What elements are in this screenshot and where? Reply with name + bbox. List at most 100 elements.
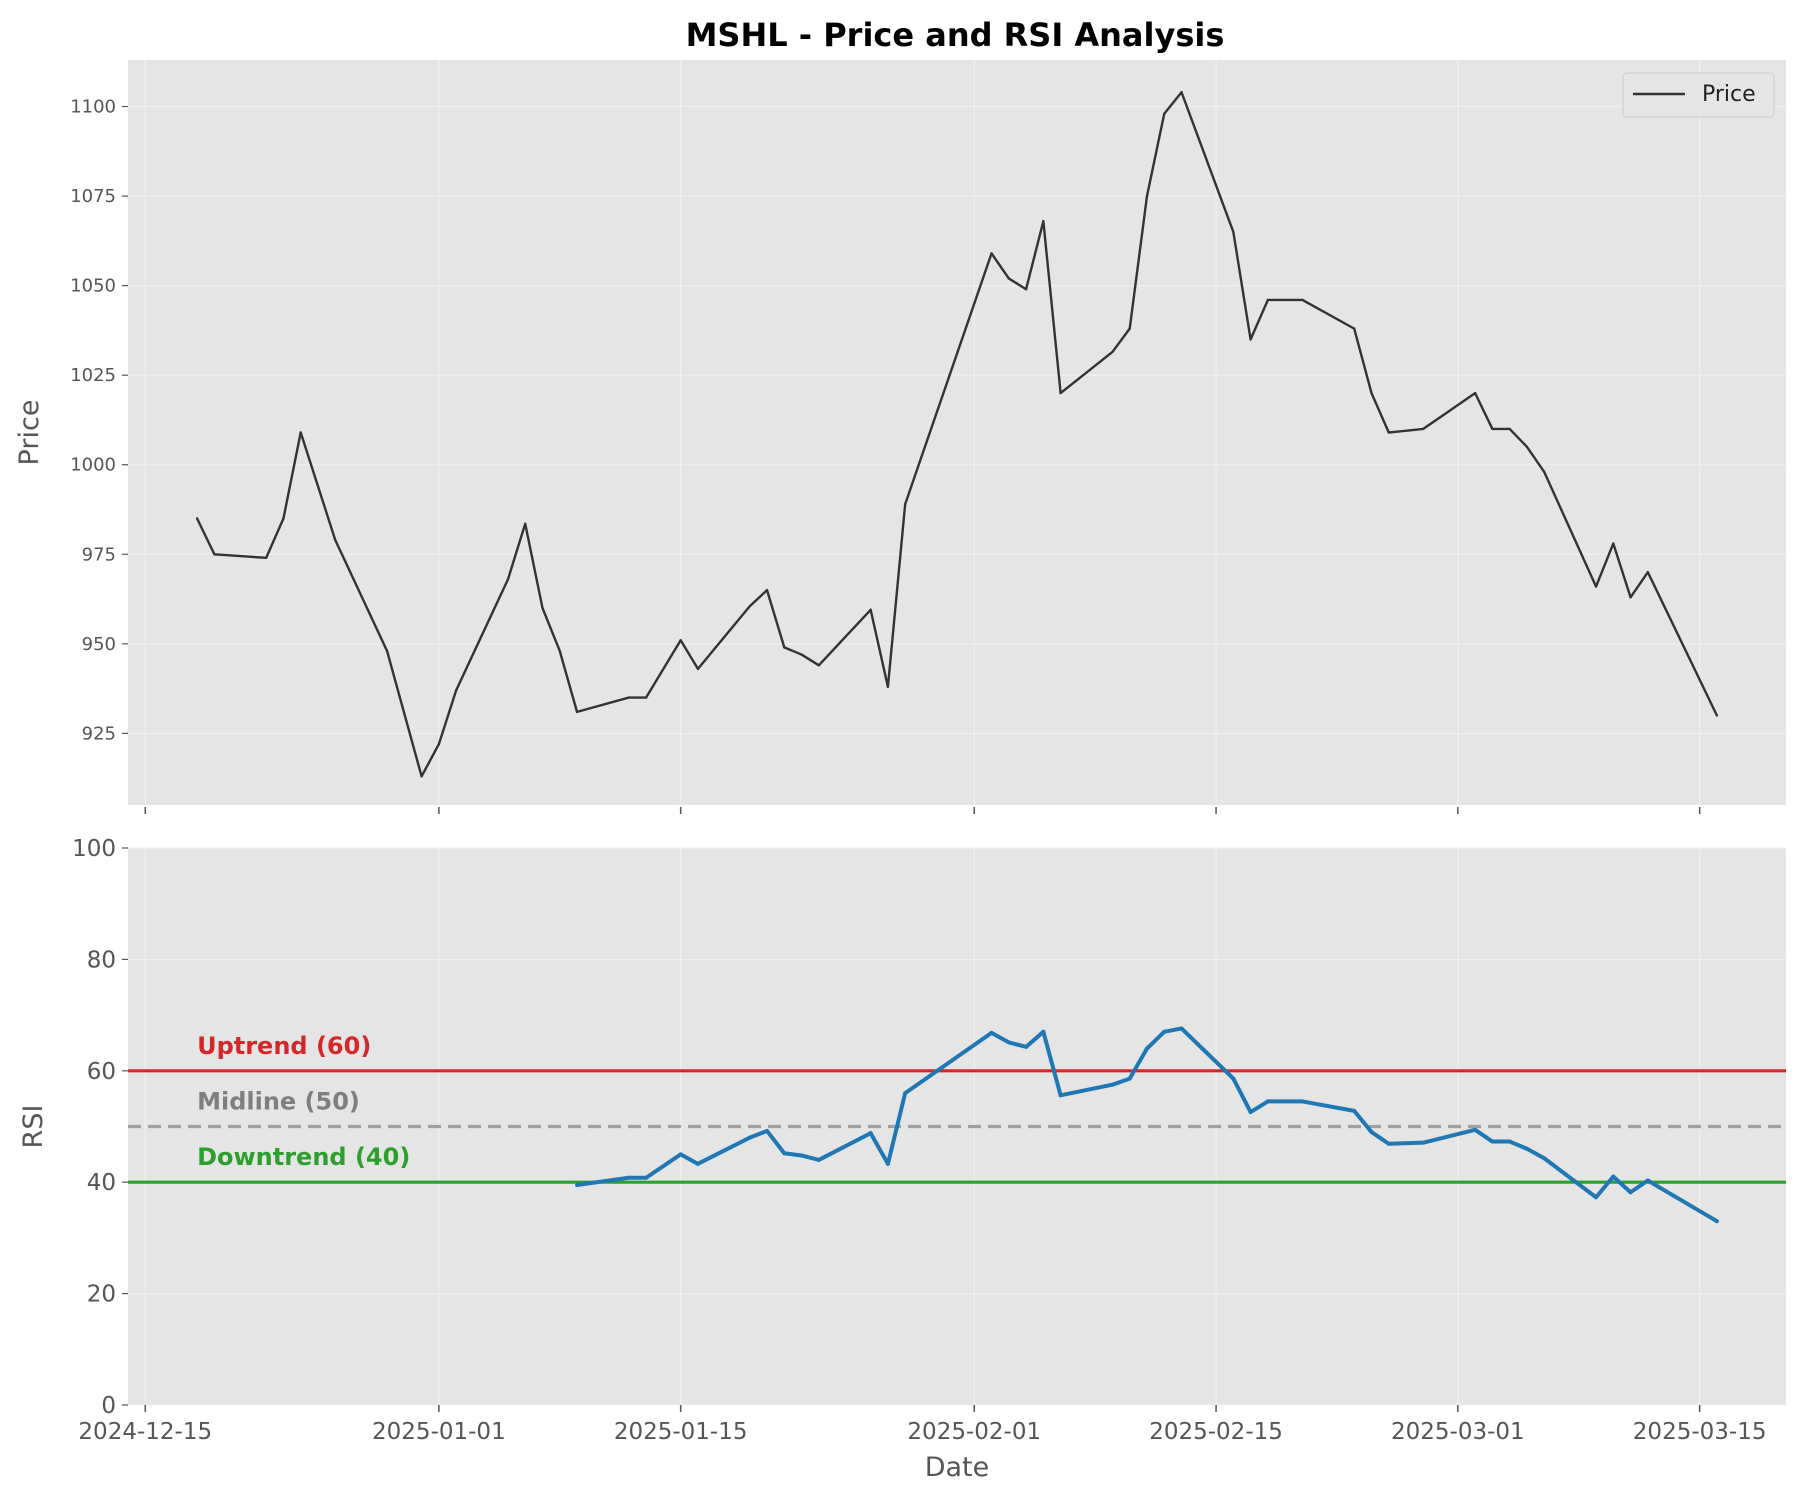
rsi-point-31 [1473, 1127, 1478, 1132]
legend-price-label: Price [1702, 82, 1756, 107]
price-point-26 [903, 502, 907, 506]
price-point-14 [575, 710, 579, 714]
price-gridlines [128, 60, 1786, 805]
rsi-point-12 [903, 1091, 908, 1096]
price-point-4 [299, 431, 302, 434]
rsi-point-29 [1386, 1141, 1391, 1146]
price-point-15 [627, 696, 631, 699]
price-point-10 [506, 578, 510, 581]
price-point-20 [765, 588, 769, 592]
price-point-1 [213, 553, 216, 556]
price-point-36 [1180, 91, 1183, 94]
rsi-panel: 0 20 40 60 80 100 2024-12-15 2025-01-01 2025-01… [18, 836, 1786, 1483]
price-point-5 [334, 538, 337, 542]
rsi-point-38 [1628, 1190, 1633, 1195]
rsi-point-8 [799, 1153, 804, 1158]
rsi-y-axis-label: RSI [18, 1105, 49, 1149]
price-point-35 [1163, 112, 1166, 115]
price-point-47 [1508, 427, 1511, 431]
price-point-46 [1491, 427, 1494, 431]
x-axis-label: Date [925, 1452, 990, 1483]
legend: Price [1622, 72, 1775, 118]
rsi-point-1 [626, 1175, 631, 1180]
rsi-point-22 [1179, 1026, 1184, 1031]
rsi-point-16 [1041, 1029, 1046, 1034]
price-point-31 [1059, 391, 1062, 395]
rsi-point-14 [1006, 1040, 1011, 1045]
price-y-tick-label-4: 1025 [70, 365, 116, 386]
price-point-43 [1387, 431, 1390, 434]
price-point-21 [783, 646, 786, 649]
price-point-17 [679, 639, 682, 642]
x-tick-label-4: 2025-02-15 [1149, 1419, 1283, 1445]
price-point-40 [1301, 298, 1304, 302]
rsi-point-32 [1490, 1139, 1495, 1144]
price-point-25 [886, 685, 890, 689]
rsi-y-tick-label-4: 80 [87, 947, 116, 973]
price-panel: 925 950 975 1000 1025 1050 1075 1100 Price Pric… [14, 60, 1786, 814]
price-point-28 [1007, 277, 1011, 280]
price-y-axis-label: Price [14, 400, 45, 466]
price-point-2 [264, 556, 268, 560]
x-tick-label-6: 2025-03-15 [1633, 1419, 1767, 1445]
price-point-50 [1594, 585, 1598, 588]
price-point-33 [1128, 327, 1131, 330]
price-point-29 [1024, 288, 1028, 291]
price-point-13 [558, 649, 561, 653]
ref-label-2: Downtrend (40) [197, 1143, 410, 1171]
rsi-reference-lines: Uptrend (60) Midline (50) Downtrend (40) [128, 1032, 1786, 1184]
rsi-point-28 [1369, 1130, 1374, 1135]
ref-label-1: Midline (50) [197, 1088, 360, 1116]
rsi-y-tick-label-3: 60 [87, 1059, 116, 1085]
x-tick-label-0: 2024-12-15 [78, 1419, 212, 1445]
price-point-34 [1145, 194, 1149, 198]
rsi-point-25 [1265, 1099, 1270, 1104]
price-point-6 [385, 649, 389, 653]
ref-label-0: Uptrend (60) [197, 1032, 371, 1060]
price-point-19 [748, 605, 751, 608]
rsi-point-4 [695, 1161, 700, 1166]
rsi-y-ticks: 0 20 40 60 80 100 [72, 836, 128, 1419]
price-y-ticks: 925 950 975 1000 1025 1050 1075 1100 [70, 97, 128, 744]
price-y-tick-label-6: 1075 [70, 186, 116, 207]
rsi-point-35 [1542, 1156, 1547, 1161]
price-point-45 [1473, 391, 1477, 395]
price-point-11 [524, 522, 527, 526]
rsi-point-37 [1611, 1174, 1616, 1179]
rsi-point-26 [1300, 1099, 1305, 1104]
x-tick-label-3: 2025-02-01 [907, 1419, 1041, 1445]
price-point-7 [420, 775, 423, 778]
rsi-point-0 [575, 1182, 580, 1187]
rsi-point-15 [1024, 1044, 1029, 1049]
rsi-x-ticks: 2024-12-15 2025-01-01 2025-01-15 2025-02-01… [78, 1405, 1766, 1445]
price-point-12 [541, 606, 544, 610]
price-point-8 [437, 742, 441, 746]
price-y-tick-label-0: 925 [82, 723, 116, 744]
price-series-points [195, 91, 1719, 778]
price-point-41 [1353, 327, 1356, 330]
rsi-point-40 [1714, 1219, 1719, 1224]
rsi-point-7 [782, 1151, 787, 1156]
price-plot-area [128, 60, 1786, 805]
price-point-22 [800, 653, 803, 656]
rsi-point-17 [1058, 1093, 1063, 1098]
rsi-series-points [575, 1026, 1719, 1224]
price-point-49 [1543, 470, 1546, 474]
x-tick-label-5: 2025-03-01 [1391, 1419, 1525, 1445]
price-point-42 [1370, 391, 1373, 395]
price-point-51 [1612, 542, 1615, 545]
legend-box [1622, 72, 1775, 118]
rsi-point-13 [989, 1030, 994, 1035]
price-point-9 [454, 689, 458, 692]
rsi-point-9 [816, 1157, 821, 1162]
price-point-23 [817, 664, 821, 667]
price-point-53 [1646, 570, 1650, 574]
price-point-24 [869, 608, 872, 611]
price-point-37 [1232, 230, 1235, 234]
x-tick-label-2: 2025-01-15 [614, 1419, 748, 1445]
rsi-point-24 [1248, 1110, 1253, 1115]
price-point-48 [1525, 445, 1529, 449]
price-point-32 [1111, 350, 1114, 354]
rsi-y-tick-label-1: 20 [87, 1282, 116, 1308]
rsi-y-tick-label-5: 100 [72, 836, 116, 862]
